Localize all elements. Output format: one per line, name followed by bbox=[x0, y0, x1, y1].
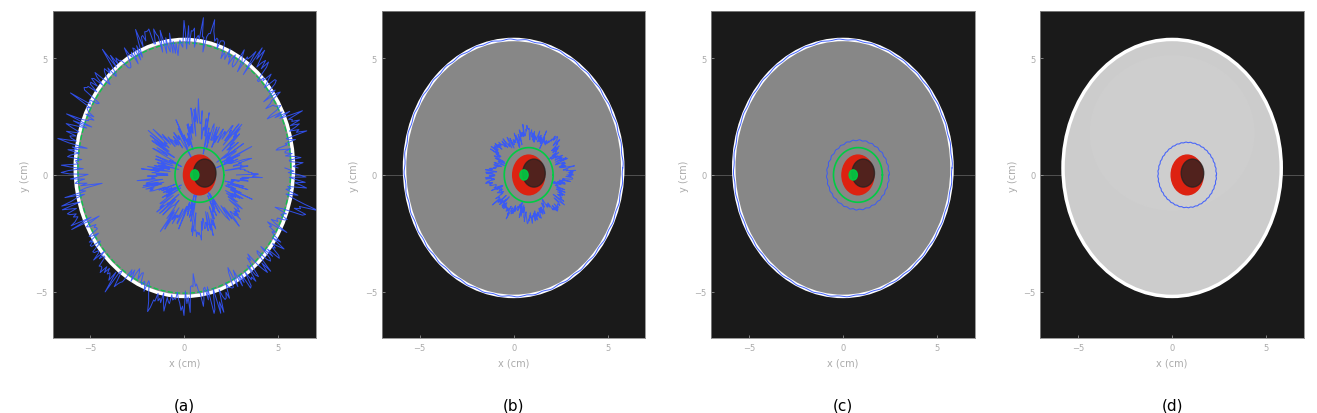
Circle shape bbox=[842, 156, 874, 195]
Circle shape bbox=[183, 156, 216, 195]
Ellipse shape bbox=[1063, 40, 1281, 297]
Text: (a): (a) bbox=[174, 397, 195, 412]
Circle shape bbox=[852, 160, 874, 188]
X-axis label: x (cm): x (cm) bbox=[827, 358, 859, 368]
X-axis label: x (cm): x (cm) bbox=[1156, 358, 1188, 368]
X-axis label: x (cm): x (cm) bbox=[498, 358, 529, 368]
Circle shape bbox=[849, 171, 857, 180]
Ellipse shape bbox=[1090, 57, 1254, 211]
Circle shape bbox=[1181, 160, 1204, 188]
Y-axis label: y (cm): y (cm) bbox=[349, 160, 360, 191]
Text: (b): (b) bbox=[503, 397, 524, 412]
Ellipse shape bbox=[75, 40, 294, 297]
Y-axis label: y (cm): y (cm) bbox=[1008, 160, 1018, 191]
Circle shape bbox=[194, 160, 216, 188]
Ellipse shape bbox=[404, 40, 623, 297]
Y-axis label: y (cm): y (cm) bbox=[20, 160, 30, 191]
Ellipse shape bbox=[734, 40, 952, 297]
Circle shape bbox=[523, 160, 545, 188]
Text: (d): (d) bbox=[1162, 397, 1183, 412]
Circle shape bbox=[191, 171, 199, 180]
Circle shape bbox=[1171, 156, 1204, 195]
Text: (c): (c) bbox=[832, 397, 853, 412]
Y-axis label: y (cm): y (cm) bbox=[678, 160, 689, 191]
Circle shape bbox=[520, 171, 528, 180]
Circle shape bbox=[512, 156, 545, 195]
X-axis label: x (cm): x (cm) bbox=[169, 358, 200, 368]
